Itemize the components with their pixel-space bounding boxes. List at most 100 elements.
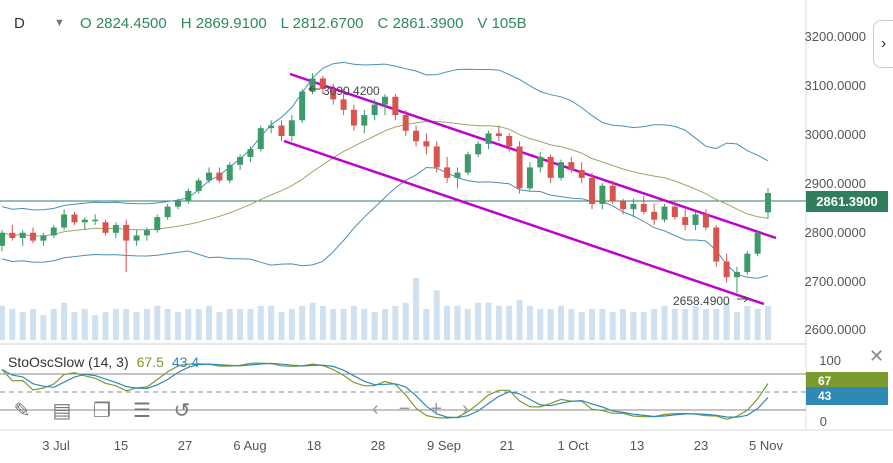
x-tick-label: 18: [306, 438, 322, 453]
candle-body: [237, 156, 244, 165]
candle-body: [578, 170, 585, 178]
volume-bar: [154, 305, 161, 340]
oscillator-d-line: [1, 362, 769, 419]
zoom-in-icon[interactable]: +: [430, 398, 443, 420]
candle-body: [9, 232, 16, 238]
candle-body: [765, 193, 771, 213]
zoom-out-icon[interactable]: −: [398, 398, 411, 420]
high-marker-arrow: [308, 85, 320, 93]
open-value: O 2824.4500: [80, 14, 167, 32]
volume-bar: [702, 309, 709, 340]
volume-bar: [143, 309, 150, 340]
candle-body: [651, 211, 658, 220]
x-tick-label: 15: [113, 438, 129, 453]
candle-body: [133, 235, 140, 241]
x-tick-label: 21: [499, 438, 515, 453]
note-icon[interactable]: ▤: [52, 400, 72, 422]
volume-bar: [495, 305, 502, 340]
candle-body: [278, 125, 285, 136]
candle-body: [713, 227, 720, 262]
volume-bar: [102, 312, 109, 340]
x-tick-label: 1 Oct: [557, 438, 589, 453]
volume-bar: [61, 302, 68, 340]
low-value: L 2812.6700: [280, 14, 364, 32]
volume-bar: [195, 309, 202, 340]
candle-body: [288, 120, 295, 136]
volume-bar: [382, 309, 388, 340]
volume-bar: [361, 309, 368, 340]
volume-bar: [299, 305, 306, 340]
candle-body: [206, 172, 213, 181]
volume-bar: [133, 312, 140, 340]
candle-body: [475, 143, 482, 155]
chevron-right-icon[interactable]: ›: [462, 398, 469, 420]
y-tick-label: 3200.0000: [804, 29, 866, 44]
close-icon[interactable]: ✕: [869, 346, 885, 366]
drawing-toolbar: ✎ ▤ ❐ ☰ ↺: [8, 398, 196, 423]
pencil-icon[interactable]: ✎: [13, 400, 31, 422]
candle-body: [174, 201, 181, 207]
candle-body: [195, 180, 202, 191]
volume-bar: [444, 305, 451, 340]
volume-bar: [402, 302, 409, 340]
candle-body: [537, 156, 544, 168]
candle-body: [19, 232, 26, 238]
candle-body: [330, 88, 337, 100]
volume-bar: [112, 309, 119, 340]
volume-value: V 105B: [477, 14, 527, 32]
volume-bar: [744, 305, 751, 340]
oscillator-name[interactable]: StoOscSlow (14, 3): [8, 354, 129, 370]
chevron-right-icon[interactable]: ›: [873, 20, 893, 68]
volume-bar: [19, 312, 26, 340]
volume-bar: [30, 309, 37, 340]
settings-sliders-icon[interactable]: ☰: [133, 400, 151, 422]
candle-body: [392, 96, 399, 116]
oscillator-d-tag: 43: [806, 387, 888, 405]
volume-bar: [423, 309, 430, 340]
volume-bar: [609, 312, 616, 340]
symbol-interval[interactable]: D: [14, 14, 25, 32]
candle-body: [102, 222, 109, 233]
candle-body: [402, 115, 409, 131]
volume-bar: [640, 312, 647, 340]
candle-body: [30, 232, 37, 241]
layers-icon[interactable]: ❐: [93, 400, 111, 422]
volume-bar: [475, 302, 482, 340]
y-tick-label: 2700.0000: [804, 274, 866, 289]
volume-bar: [547, 309, 554, 340]
candle-body: [340, 99, 347, 110]
candle-body: [516, 146, 523, 189]
candle-body: [0, 232, 5, 246]
volume-bar: [330, 309, 337, 340]
volume-bar: [599, 309, 606, 340]
candle-body: [382, 96, 388, 105]
chevron-left-icon[interactable]: ‹: [372, 398, 379, 420]
oscillator-k-value: 67.5: [136, 354, 164, 370]
candle-body: [485, 133, 492, 144]
undo-icon[interactable]: ↺: [173, 400, 191, 422]
volume-bar: [237, 309, 244, 340]
candle-body: [50, 227, 57, 236]
candle-body: [268, 125, 275, 129]
y-tick-label: 3000.0000: [804, 127, 866, 142]
volume-bar: [247, 309, 254, 340]
candle-body: [413, 130, 420, 142]
moving-average-line: [1, 120, 769, 237]
candle-body: [433, 146, 440, 168]
x-tick-label: 3 Jul: [42, 438, 70, 453]
volume-bar: [350, 305, 357, 340]
volume-bar: [433, 290, 440, 340]
volume-bar: [40, 315, 47, 340]
candle-body: [71, 214, 78, 223]
last-price-tag: 2861.3900: [806, 191, 888, 212]
volume-bar: [464, 309, 471, 340]
candle-body: [154, 217, 161, 231]
candle-body: [61, 214, 68, 228]
volume-bar: [268, 305, 275, 340]
candle-body: [754, 232, 761, 254]
oscillator-k-line: [1, 362, 769, 420]
triangle-down-icon[interactable]: ▼: [54, 17, 65, 29]
channel-upper-trendline: [289, 72, 777, 240]
